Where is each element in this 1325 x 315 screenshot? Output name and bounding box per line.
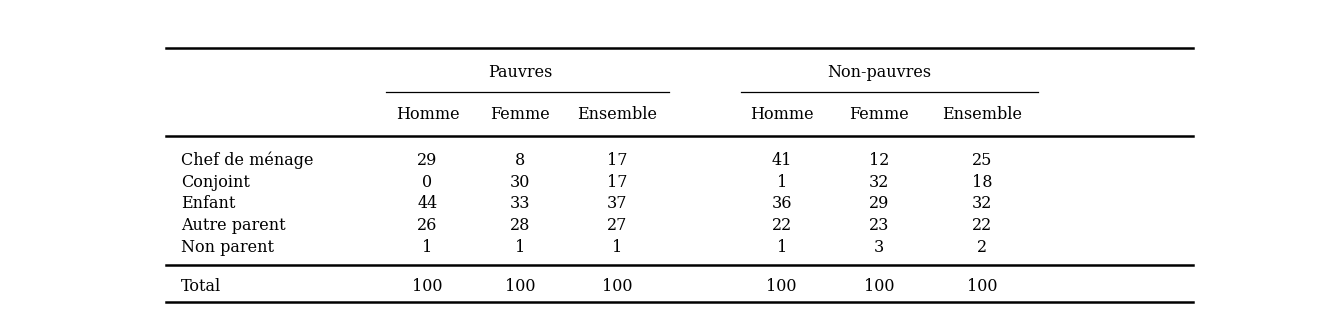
Text: 100: 100 [864,278,894,295]
Text: 100: 100 [602,278,633,295]
Text: 30: 30 [510,174,530,191]
Text: 100: 100 [766,278,798,295]
Text: 3: 3 [874,239,884,256]
Text: 1: 1 [776,239,787,256]
Text: 29: 29 [869,195,889,212]
Text: 41: 41 [771,152,792,169]
Text: Conjoint: Conjoint [182,174,250,191]
Text: Ensemble: Ensemble [942,106,1022,123]
Text: 28: 28 [510,217,530,234]
Text: 17: 17 [607,152,628,169]
Text: 17: 17 [607,174,628,191]
Text: 26: 26 [417,217,437,234]
Text: Homme: Homme [750,106,814,123]
Text: 32: 32 [971,195,992,212]
Text: 1: 1 [776,174,787,191]
Text: 33: 33 [510,195,530,212]
Text: Ensemble: Ensemble [578,106,657,123]
Text: Chef de ménage: Chef de ménage [182,152,314,169]
Text: 22: 22 [771,217,792,234]
Text: 1: 1 [612,239,623,256]
Text: Autre parent: Autre parent [182,217,286,234]
Text: 22: 22 [971,217,992,234]
Text: 29: 29 [417,152,437,169]
Text: 1: 1 [423,239,432,256]
Text: Non-pauvres: Non-pauvres [827,65,931,82]
Text: 18: 18 [971,174,992,191]
Text: Total: Total [182,278,221,295]
Text: 12: 12 [869,152,889,169]
Text: 2: 2 [977,239,987,256]
Text: Femme: Femme [490,106,550,123]
Text: 23: 23 [869,217,889,234]
Text: 27: 27 [607,217,628,234]
Text: 100: 100 [412,278,443,295]
Text: 25: 25 [971,152,992,169]
Text: 0: 0 [423,174,432,191]
Text: 32: 32 [869,174,889,191]
Text: 37: 37 [607,195,628,212]
Text: Non parent: Non parent [182,239,274,256]
Text: Enfant: Enfant [182,195,236,212]
Text: Homme: Homme [396,106,460,123]
Text: 100: 100 [505,278,535,295]
Text: 100: 100 [967,278,998,295]
Text: 1: 1 [515,239,525,256]
Text: 44: 44 [417,195,437,212]
Text: Pauvres: Pauvres [488,65,553,82]
Text: Femme: Femme [849,106,909,123]
Text: 8: 8 [515,152,525,169]
Text: 36: 36 [771,195,792,212]
